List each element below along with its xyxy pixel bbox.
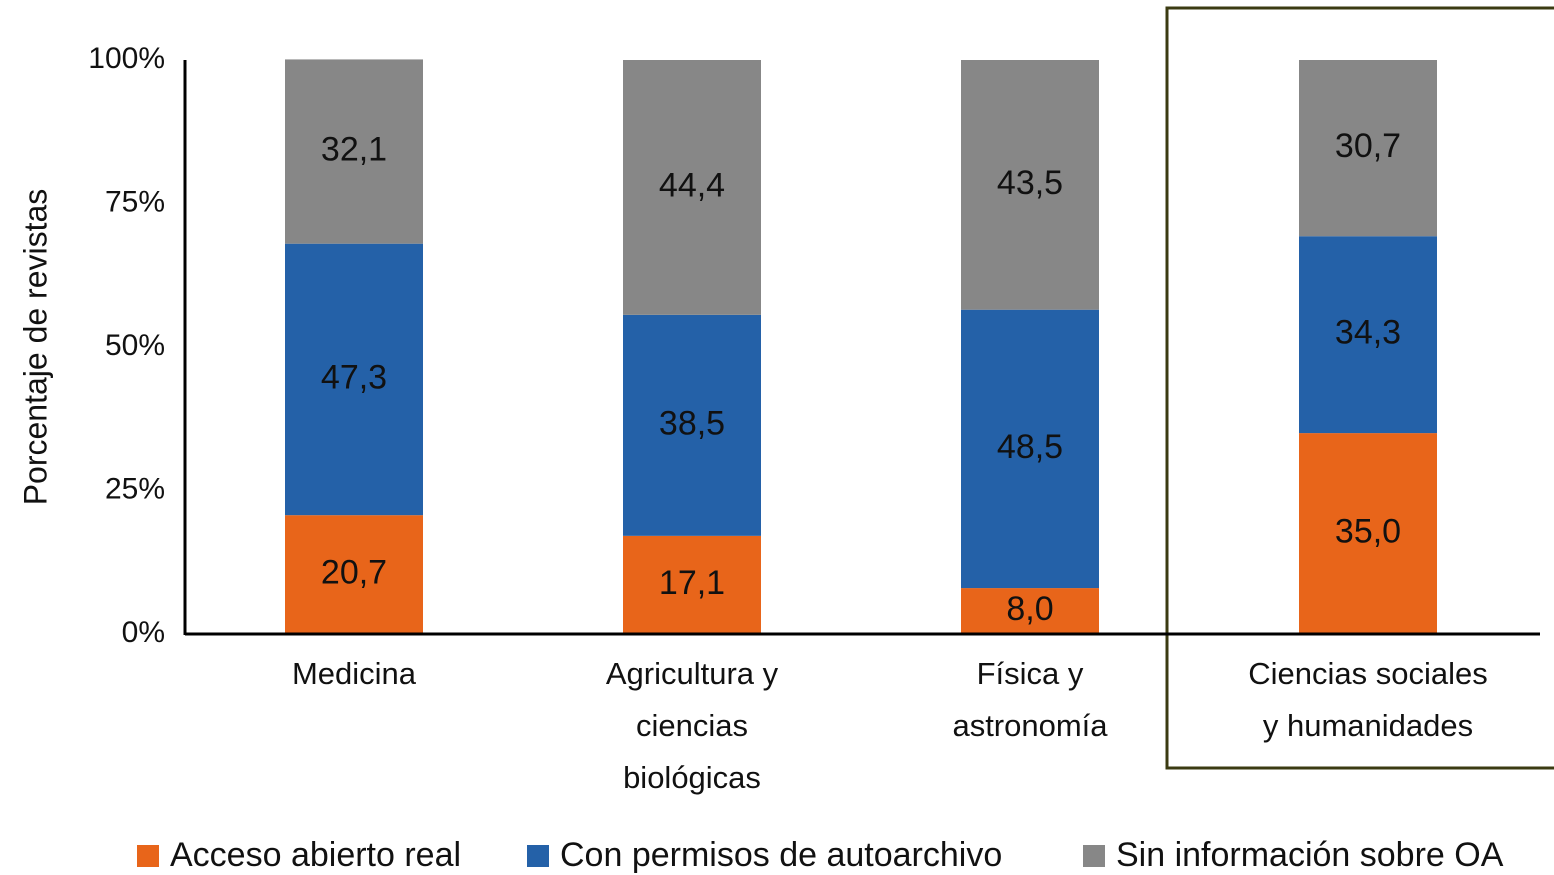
y-axis-label: Porcentaje de revistas: [17, 189, 53, 506]
x-tick-label: Agricultura y ciencias biológicas: [605, 656, 779, 795]
data-label: 8,0: [1006, 590, 1053, 628]
data-label: 48,5: [997, 428, 1063, 466]
bar-segment: [1299, 60, 1437, 237]
bar-segment: [285, 243, 423, 516]
data-label: 34,3: [1335, 314, 1401, 352]
data-label: 43,5: [997, 164, 1063, 202]
data-label: 47,3: [321, 358, 387, 396]
bar-segment: [285, 59, 423, 244]
legend-swatch: [137, 845, 159, 867]
bar-segment: [961, 309, 1099, 589]
x-tick-label: Física y astronomía: [952, 656, 1108, 743]
legend-label: Acceso abierto real: [170, 836, 461, 874]
highlight-box: [1165, 6, 1554, 770]
data-label: 20,7: [321, 554, 387, 592]
x-tick-label: Ciencias sociales y humanidades: [1248, 656, 1488, 743]
bar-segment: [961, 588, 1099, 634]
y-tick-label: 50%: [105, 329, 165, 362]
bar-segment: [623, 60, 761, 315]
y-tick-label: 75%: [105, 185, 165, 218]
bar-segment: [623, 535, 761, 634]
y-tick-label: 0%: [122, 616, 165, 649]
legend-label: Sin información sobre OA: [1116, 836, 1504, 874]
legend-swatch: [527, 845, 549, 867]
x-tick-label: Medicina: [291, 656, 417, 691]
legend-label: Con permisos de autoarchivo: [560, 836, 1002, 874]
bar-segment: [285, 515, 423, 634]
data-label: 44,4: [659, 166, 725, 204]
data-label: 38,5: [659, 404, 725, 442]
bar-segment: [961, 60, 1099, 310]
data-label: 17,1: [659, 564, 725, 602]
data-label: 32,1: [321, 131, 387, 169]
bar-segment: [1299, 236, 1437, 434]
legend-swatch: [1083, 845, 1105, 867]
data-label: 35,0: [1335, 513, 1401, 551]
y-tick-label: 100%: [88, 42, 165, 75]
bar-segment: [623, 314, 761, 536]
y-tick-label: 25%: [105, 472, 165, 505]
data-label: 30,7: [1335, 127, 1401, 165]
bar-segment: [1299, 433, 1437, 634]
